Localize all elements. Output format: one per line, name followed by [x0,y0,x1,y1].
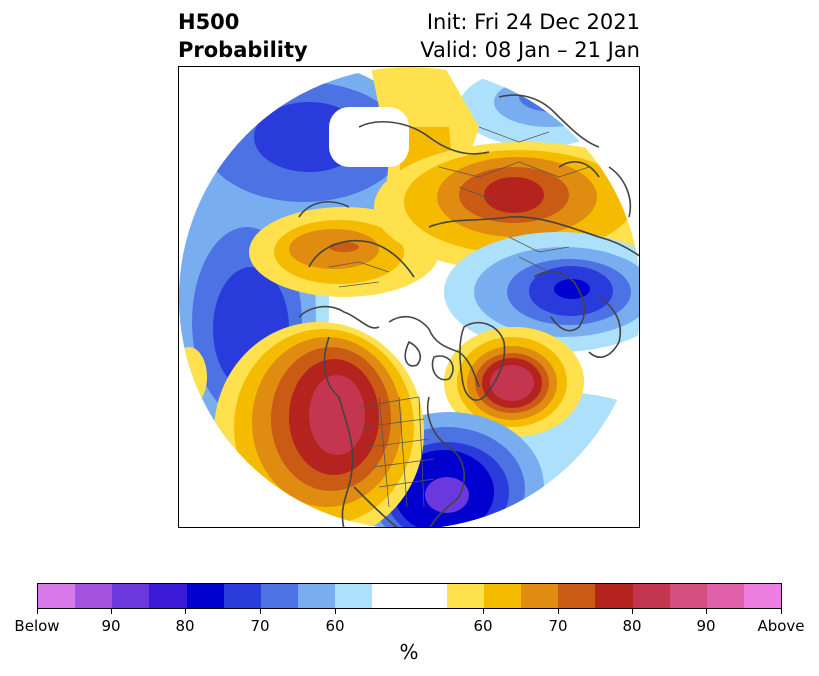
colorbar-segment [260,584,299,608]
colorbar-segment [186,584,224,608]
title-variable: H500 [178,10,240,34]
anomaly-western-russia [374,142,639,272]
anomaly-scandinavia [444,232,639,352]
colorbar-segment [38,584,76,608]
colorbar-tick-label: Below [14,617,60,635]
colorbar-segment [75,584,113,608]
colorbar-tick [632,609,633,614]
colorbar-segment [595,584,633,608]
colorbar-tick-label: 60 [325,617,345,635]
colorbar-tick [558,609,559,614]
colorbar-segment [335,584,373,608]
colorbar-segment [446,584,484,608]
colorbar-tick-label: 70 [250,617,270,635]
colorbar-segment [112,584,150,608]
title-type: Probability [178,38,308,62]
colorbar-tick-label: Above [757,617,805,635]
colorbar-segment [149,584,187,608]
probability-map [179,67,639,527]
colorbar-tick-label: 60 [473,617,493,635]
map-panel [178,66,640,528]
colorbar-segment [483,584,522,608]
colorbar-tick-label: 80 [622,617,642,635]
colorbar-tick-label: 90 [101,617,121,635]
colorbar-segment [706,584,744,608]
colorbar-segment [372,584,410,608]
colorbar-segment [223,584,261,608]
colorbar-tick-label: 80 [175,617,195,635]
colorbar-tick [781,609,782,614]
colorbar-segment [409,584,447,608]
colorbar-tick [706,609,707,614]
init-date: Init: Fri 24 Dec 2021 [426,10,640,34]
chart-title-right: Init: Fri 24 Dec 2021 Valid: 08 Jan – 21… [420,8,640,64]
colorbar-tick-label: 90 [696,617,716,635]
colorbar-tick [111,609,112,614]
colorbar-unit: % [399,640,419,664]
colorbar-segment [558,584,596,608]
colorbar-tick-label: 70 [548,617,568,635]
colorbar [37,583,782,609]
colorbar-segment [669,584,707,608]
colorbar-segment [632,584,670,608]
colorbar-tick [335,609,336,614]
colorbar-tick [37,609,38,614]
colorbar-tick [483,609,484,614]
coastlines [298,94,639,527]
valid-period: Valid: 08 Jan – 21 Jan [420,38,640,62]
colorbar-tick [185,609,186,614]
borders [328,126,590,508]
chart-title-left: H500 Probability [178,8,308,64]
colorbar-segment [743,584,782,608]
colorbar-tick [260,609,261,614]
colorbar-segment [298,584,336,608]
colorbar-segment [521,584,559,608]
